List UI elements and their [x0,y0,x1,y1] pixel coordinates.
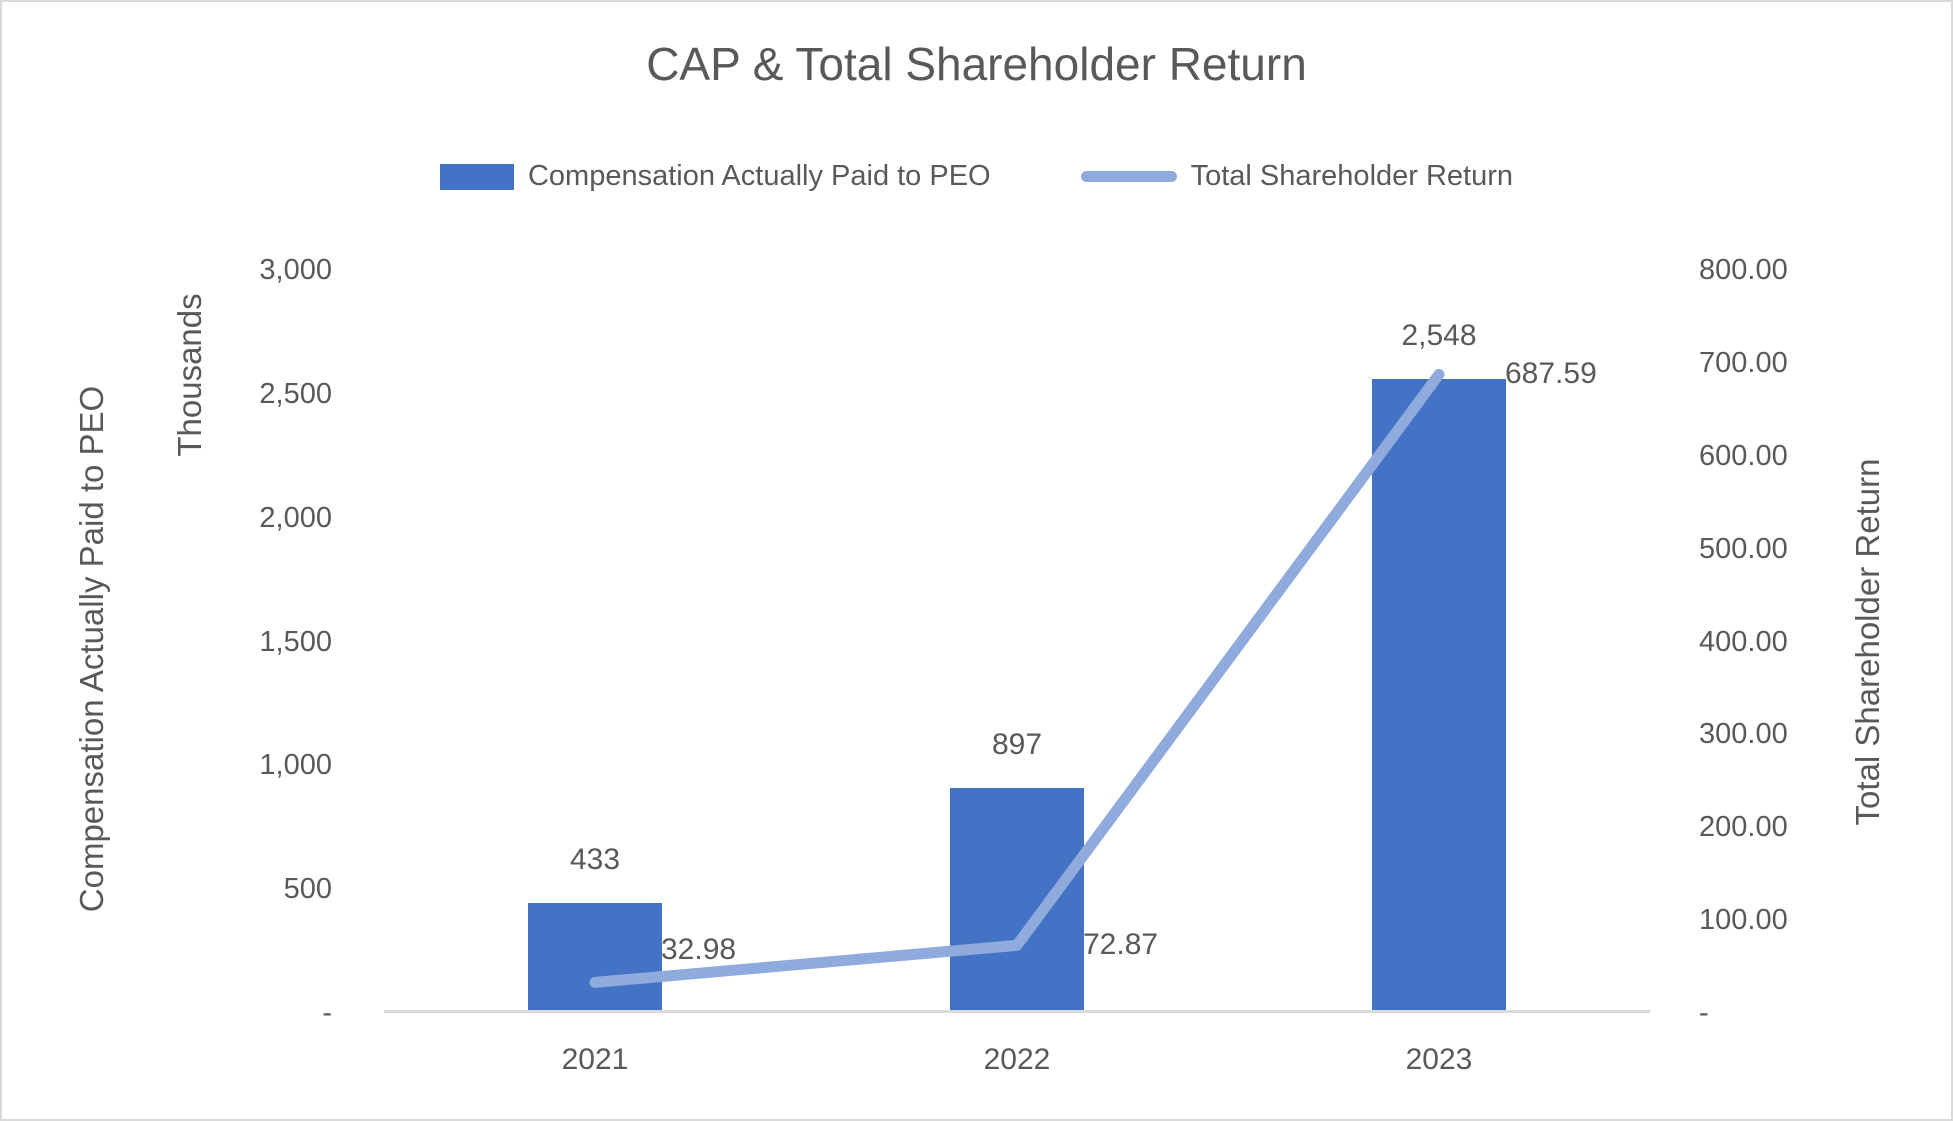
bar-2022 [950,787,1084,1010]
plot-area: 433 897 2,548 32.98 72.87 687.59 [384,270,1650,1013]
line-series-swatch-icon [1080,171,1177,182]
left-axis-tick: 2,000 [259,501,332,534]
x-axis-label-2021: 2021 [561,1043,629,1076]
right-axis-tick: 700.00 [1699,346,1788,379]
left-axis-tick: 1,000 [259,749,332,782]
legend-item-cap: Compensation Actually Paid to PEO [439,160,991,193]
right-axis-tick: 100.00 [1699,904,1788,937]
left-axis-tick: - [322,997,332,1029]
left-axis-tick: 1,500 [259,625,332,658]
line-series [589,368,1445,988]
left-axis-tick: 500 [283,873,332,906]
line-value-label: 687.59 [1505,357,1597,391]
right-axis-tick: 600.00 [1699,439,1788,472]
line-value-label: 32.98 [661,933,737,967]
line-value-label: 72.87 [1083,928,1159,962]
legend-item-tsr: Total Shareholder Return [1080,160,1514,193]
right-axis-tick: 300.00 [1699,718,1788,751]
bar-value-label: 433 [569,842,621,876]
tsr-line [589,368,1445,988]
left-axis-tick: 3,000 [259,254,332,286]
x-axis-line [384,1010,1650,1013]
bar-value-label: 2,548 [1401,318,1477,352]
left-axis-tick: 2,500 [259,377,332,410]
left-axis-units-label: Thousands [171,293,208,457]
right-axis-tick: 800.00 [1699,254,1788,286]
bar-value-label: 897 [991,727,1043,761]
bar-2023 [1372,378,1506,1010]
x-axis-label-2022: 2022 [983,1043,1051,1076]
bar-series-swatch-icon [439,163,514,190]
legend-label-tsr: Total Shareholder Return [1190,160,1514,192]
right-axis-tick: 200.00 [1699,811,1788,844]
right-axis-tick: 500.00 [1699,532,1788,565]
legend: Compensation Actually Paid to PEO Total … [2,160,1951,193]
right-axis-tick: - [1699,997,1709,1029]
x-axis-label-2023: 2023 [1405,1043,1473,1076]
legend-label-cap: Compensation Actually Paid to PEO [527,160,991,192]
chart-title: CAP & Total Shareholder Return [646,38,1307,90]
right-axis-tick: 400.00 [1699,625,1788,658]
left-axis-title: Compensation Actually Paid to PEO [73,385,110,913]
bar-2021 [528,902,662,1010]
